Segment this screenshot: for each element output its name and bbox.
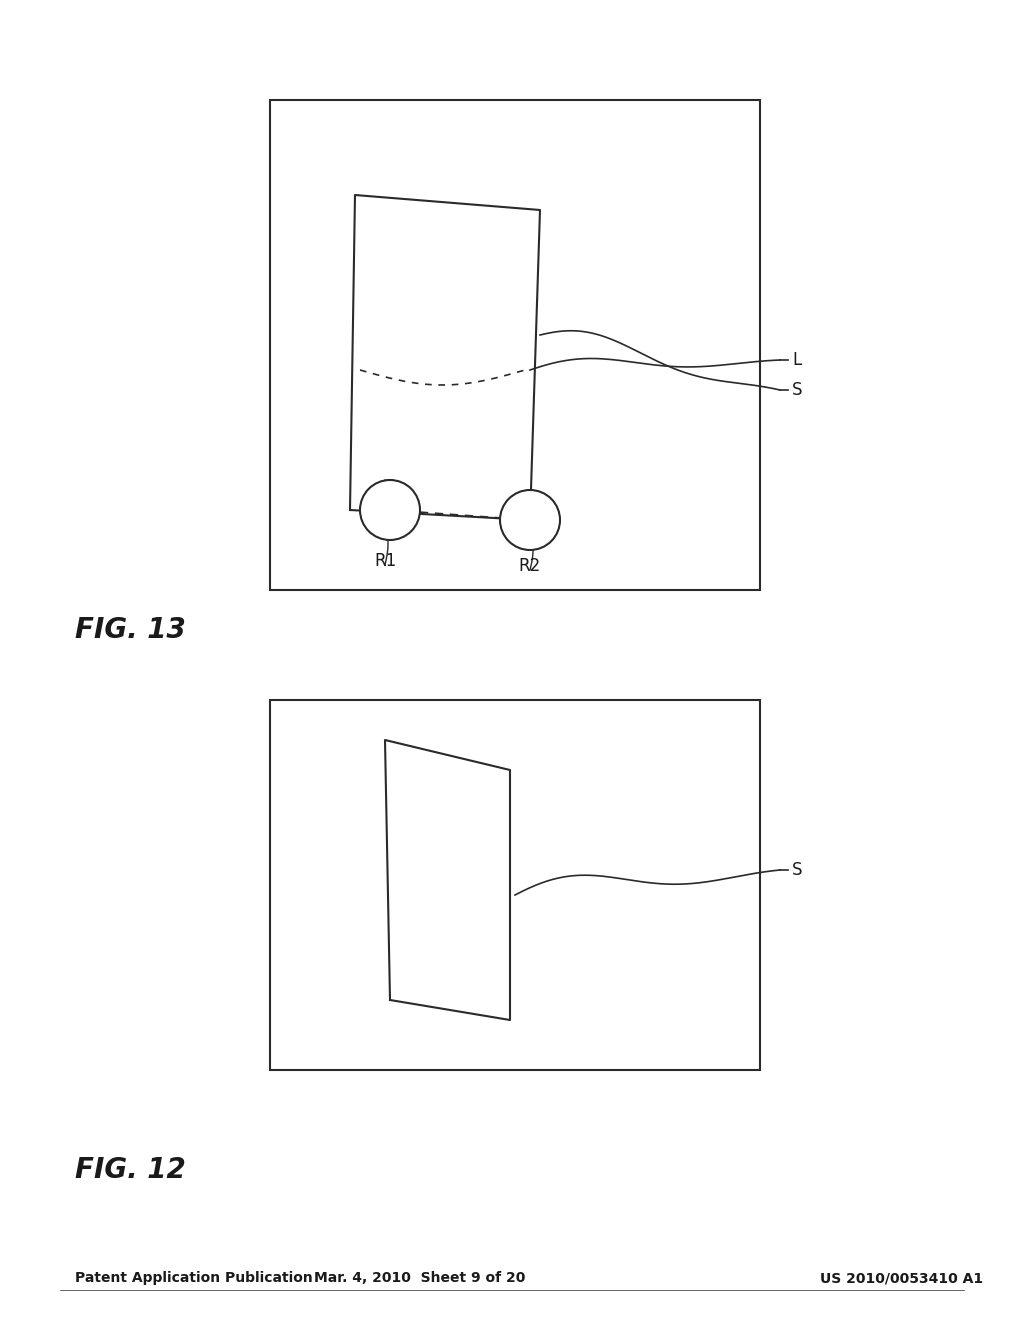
Text: US 2010/0053410 A1: US 2010/0053410 A1: [820, 1271, 983, 1284]
Text: R1: R1: [374, 552, 396, 570]
Text: Mar. 4, 2010  Sheet 9 of 20: Mar. 4, 2010 Sheet 9 of 20: [314, 1271, 525, 1284]
Text: R2: R2: [519, 557, 541, 576]
Circle shape: [500, 490, 560, 550]
Bar: [270, 700, 760, 1071]
Text: FIG. 12: FIG. 12: [75, 1156, 185, 1184]
Text: S: S: [792, 381, 803, 399]
Text: S: S: [792, 861, 803, 879]
Text: L: L: [792, 351, 801, 370]
Bar: [270, 100, 760, 590]
Text: Patent Application Publication: Patent Application Publication: [75, 1271, 312, 1284]
Circle shape: [360, 480, 420, 540]
Text: FIG. 13: FIG. 13: [75, 616, 185, 644]
